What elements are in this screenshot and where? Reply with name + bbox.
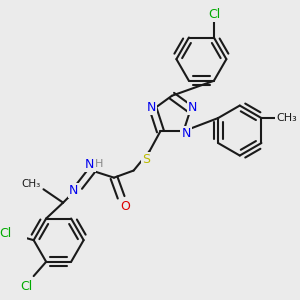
Text: CH₃: CH₃ [276,113,297,123]
Text: Cl: Cl [208,8,220,21]
Text: N: N [85,158,94,171]
Text: N: N [188,101,197,114]
Text: N: N [69,184,79,197]
Text: Cl: Cl [20,280,33,293]
Text: N: N [147,101,156,114]
Text: CH₃: CH₃ [21,179,40,189]
Text: H: H [94,159,103,169]
Text: S: S [142,153,150,166]
Text: N: N [182,127,191,140]
Text: Cl: Cl [0,226,11,239]
Text: O: O [120,200,130,213]
